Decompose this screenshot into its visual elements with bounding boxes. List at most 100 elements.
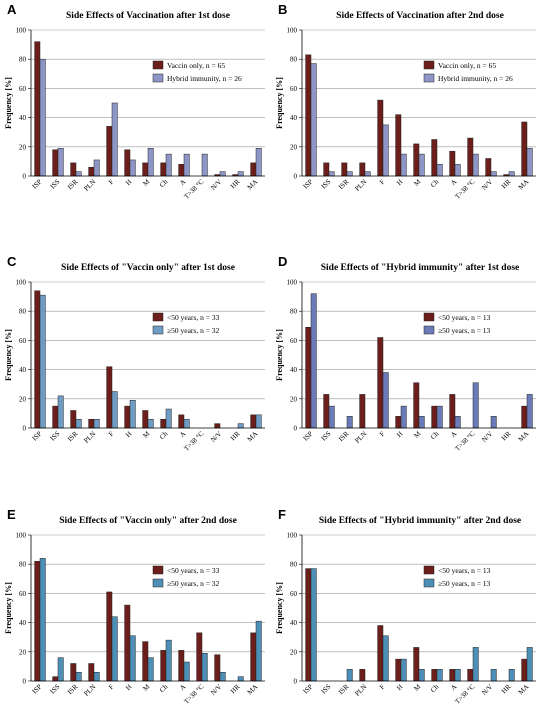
bar-series-1 (70, 410, 77, 429)
bar-series-2 (39, 58, 46, 177)
bar-series-2 (129, 159, 136, 177)
bar-series-2 (39, 558, 46, 682)
x-tick-label: ISP (31, 683, 44, 696)
bar-series-2 (382, 372, 389, 429)
bar-series-2 (255, 620, 262, 682)
bar-series-2 (436, 405, 443, 429)
x-tick-label: N/V (480, 683, 494, 697)
chart-panel-b: B Side Effects of Vaccination after 2nd d… (275, 2, 536, 201)
x-tick-label: N/V (209, 683, 223, 697)
x-tick-label: M (412, 682, 423, 693)
bar-series-1 (359, 162, 366, 177)
legend-entry: ≥50 years, n = 13 (438, 579, 491, 588)
y-tick-label: 80 (19, 308, 27, 316)
bar-series-1 (214, 654, 221, 682)
x-tick-label: ISP (302, 683, 315, 696)
bar-series-2 (490, 171, 497, 177)
bar-series-1 (413, 382, 420, 429)
legend-entry: <50 years, n = 13 (438, 313, 491, 322)
legend-entry: <50 years, n = 33 (167, 566, 220, 575)
x-tick-label: N/V (480, 178, 494, 192)
bar-series-2 (255, 414, 262, 429)
y-axis-label: Frequency [%] (4, 77, 13, 129)
legend-swatch (152, 312, 164, 322)
x-tick-label: A (178, 683, 187, 692)
bar-series-1 (323, 162, 330, 177)
legend-swatch (152, 565, 164, 575)
bar-series-2 (165, 153, 172, 177)
y-tick-label: 80 (19, 56, 27, 64)
y-tick-label: 0 (23, 678, 27, 686)
y-tick-label: 0 (294, 678, 298, 686)
x-tick-label: N/V (209, 430, 223, 444)
bar-series-2 (508, 669, 515, 682)
x-tick-label: Ch (158, 682, 170, 694)
bar-series-2 (93, 159, 100, 177)
x-tick-label: H (124, 683, 133, 692)
bar-series-1 (106, 591, 113, 682)
y-axis-label: Frequency [%] (4, 329, 13, 381)
bar-series-2 (39, 294, 46, 429)
bar-series-1 (88, 166, 95, 177)
bar-series-2 (111, 102, 118, 177)
legend-entry: Hybrid immunity, n = 26 (438, 74, 513, 83)
x-tick-label: A (178, 430, 187, 439)
bar-series-1 (359, 669, 366, 682)
x-tick-label: ISP (31, 430, 44, 443)
x-tick-label: F (378, 683, 386, 691)
bar-series-1 (106, 366, 113, 429)
x-tick-label: M (141, 429, 152, 440)
y-tick-label: 100 (16, 532, 27, 540)
bar-series-1 (142, 162, 149, 177)
bar-series-1 (178, 650, 185, 682)
bar-series-1 (88, 418, 95, 429)
bar-series-1 (431, 139, 438, 177)
x-tick-label: HR (500, 178, 513, 191)
bar-series-1 (431, 405, 438, 429)
bar-series-2 (472, 647, 479, 682)
bar-series-2 (400, 153, 407, 177)
bar-series-2 (526, 148, 533, 177)
x-tick-label: N/V (480, 430, 494, 444)
bar-series-2 (346, 416, 353, 429)
x-tick-label: HR (500, 683, 513, 696)
bar-series-2 (310, 568, 317, 682)
y-tick-label: 80 (290, 56, 298, 64)
bar-series-2 (201, 653, 208, 682)
x-tick-label: HR (229, 430, 242, 443)
bar-series-1 (377, 337, 384, 429)
x-tick-label: PLN (353, 430, 368, 445)
x-tick-label: H (395, 683, 404, 692)
bar-series-2 (183, 661, 190, 682)
chart-title: Side Effects of "Hybrid immunity" after … (321, 263, 520, 273)
bar-series-1 (250, 162, 257, 177)
y-tick-label: 100 (287, 532, 298, 540)
legend-entry: Vaccin only, n = 65 (438, 61, 496, 70)
bar-series-1 (413, 647, 420, 682)
bar-series-2 (147, 657, 154, 682)
bar-series-2 (111, 616, 118, 682)
y-tick-label: 20 (290, 648, 298, 656)
bar-series-1 (70, 663, 77, 682)
y-tick-label: 60 (290, 337, 298, 345)
chart-title: Side Effects of "Vaccin only" after 1st … (61, 263, 235, 273)
x-tick-label: F (378, 178, 386, 186)
x-tick-label: PLN (82, 178, 97, 193)
bar-series-2 (310, 293, 317, 429)
panel-letter: C (7, 254, 17, 269)
x-tick-label: T>38 °C (453, 683, 476, 706)
chart-panel-d: D Side Effects of "Hybrid immunity" after… (275, 254, 536, 453)
x-tick-label: Ch (429, 682, 441, 694)
bar-series-1 (178, 164, 185, 177)
bar-series-1 (305, 54, 312, 177)
bar-series-2 (237, 171, 244, 177)
x-tick-label: A (449, 178, 458, 187)
x-tick-label: T>38 °C (182, 683, 205, 706)
x-tick-label: H (395, 178, 404, 187)
x-tick-label: F (378, 430, 386, 438)
y-tick-label: 100 (287, 279, 298, 287)
bar-series-1 (449, 394, 456, 429)
bar-series-2 (147, 418, 154, 429)
y-tick-label: 40 (19, 114, 27, 122)
